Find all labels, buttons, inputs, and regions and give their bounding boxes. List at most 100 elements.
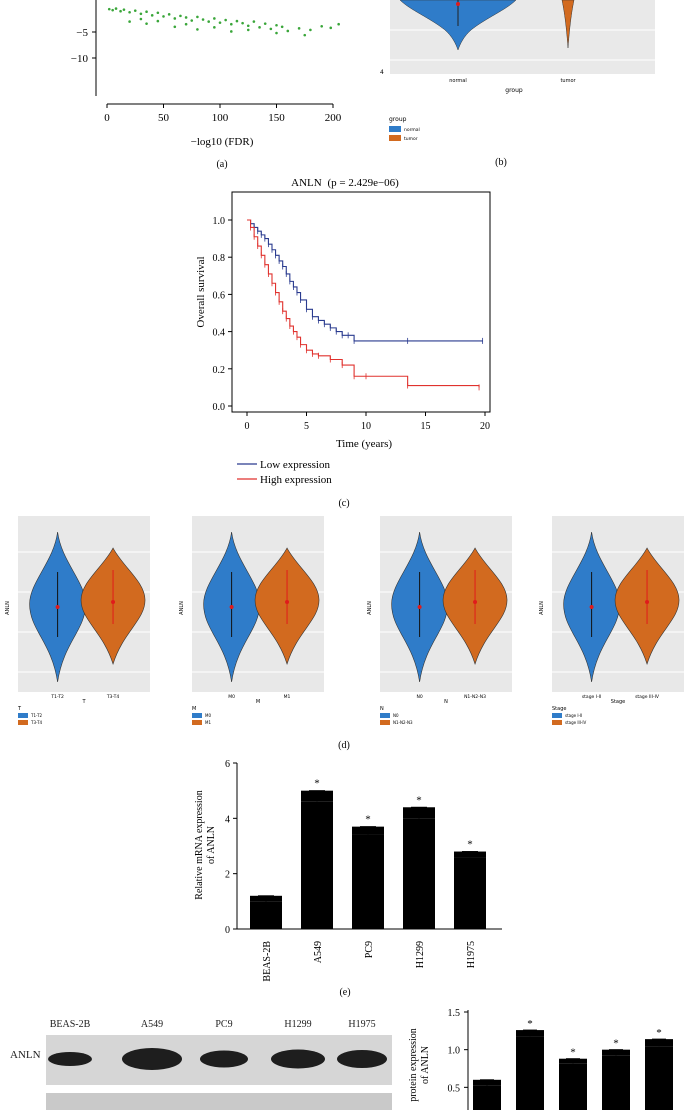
violin-d-legend-title: M xyxy=(192,706,196,712)
volcano-point xyxy=(230,22,233,26)
violin-d-right-mean xyxy=(473,600,478,604)
bar-f-ytick-label: 1.0 xyxy=(448,1046,461,1057)
volcano-point xyxy=(173,17,177,20)
volcano-point xyxy=(107,7,111,11)
legend-label-tumor: tumor xyxy=(404,136,418,142)
volcano-point xyxy=(269,27,273,31)
volcano-point xyxy=(201,18,205,21)
volcano-point xyxy=(133,9,137,12)
violin-d-left-mean xyxy=(589,605,594,609)
volcano-point xyxy=(218,21,222,24)
volcano-point xyxy=(145,10,148,14)
volcano-point xyxy=(196,15,199,19)
bar-chart-f: 0.5 1.0 1.5 * * * * protein expression of ANL… xyxy=(408,1008,673,1110)
violin-d-left-mean xyxy=(55,605,60,609)
western-lane-label: H1299 xyxy=(284,1019,312,1030)
bar-e-ytick-label: 0 xyxy=(225,925,230,936)
violin-d-legend-swatch xyxy=(192,713,202,718)
bar-e-bar xyxy=(454,857,486,929)
violin-d-xtick: M1 xyxy=(284,694,291,700)
volcano-point xyxy=(275,23,278,27)
violin-d-legend-swatch xyxy=(552,713,562,718)
violin-d-legend-title: T xyxy=(17,706,22,712)
bar-e-y-label-2: of ANLN xyxy=(206,826,217,864)
violin-d-right-mean xyxy=(645,600,650,604)
volcano-x-label: −log10 (FDR) xyxy=(191,136,254,148)
volcano-point xyxy=(196,28,199,31)
km-xtick-label: 5 xyxy=(304,421,309,432)
volcano-point xyxy=(320,24,324,28)
bar-e-ytick-label: 6 xyxy=(225,759,230,770)
km-ytick-label: 0.8 xyxy=(213,253,226,264)
violin-d-legend-swatch xyxy=(18,720,28,725)
western-band xyxy=(122,1048,182,1070)
volcano-point xyxy=(156,19,160,23)
western-lane-label: H1975 xyxy=(348,1019,376,1030)
volcano-point xyxy=(230,30,233,33)
volcano-point xyxy=(213,17,216,20)
violin-b-xtick-normal: normal xyxy=(449,78,467,84)
volcano-xtick-label: 150 xyxy=(268,112,285,124)
violin-d-legend-label: T3-T4 xyxy=(30,720,43,725)
violin-d-legend-swatch xyxy=(192,720,202,725)
bar-e-significance: * xyxy=(467,839,473,851)
violin-row-d: ANLN T1-T2 T3-T4 T T T1-T2 T3-T4 ANLN M0 M1 M M M0 M1… xyxy=(5,516,684,751)
violin-d-legend-swatch xyxy=(18,713,28,718)
panel-label-e: (e) xyxy=(339,987,350,998)
panel-label-d: (d) xyxy=(338,740,350,751)
violin-d-plot: ANLN M0 M1 M M M0 M1 xyxy=(179,516,324,725)
bar-f-error-fill xyxy=(516,1030,544,1037)
violin-b-ytick: 4 xyxy=(380,69,384,76)
km-ytick-label: 0.4 xyxy=(213,328,226,339)
volcano-ytick-label: −5 xyxy=(76,27,88,39)
volcano-point xyxy=(337,22,340,26)
violin-d-legend-title: Stage xyxy=(552,706,566,712)
violin-plot-b: 4 normal tumor group group normal tumor … xyxy=(380,0,655,168)
volcano-point xyxy=(139,12,143,16)
bar-e-error-fill xyxy=(454,851,486,858)
western-band xyxy=(271,1049,325,1069)
volcano-point xyxy=(190,19,194,22)
violin-d-xlabel: N xyxy=(444,699,448,705)
bar-e-significance: * xyxy=(365,814,371,826)
bar-e-y-label-1: Relative mRNA expression xyxy=(194,790,205,899)
volcano-point xyxy=(184,22,188,26)
violin-d-xtick: stage III-IV xyxy=(635,694,660,700)
violin-d-xtick: N1-N2-N3 xyxy=(464,694,486,700)
volcano-point xyxy=(128,10,131,14)
km-xtick-label: 0 xyxy=(245,421,250,432)
panel-label-b: (b) xyxy=(495,157,507,168)
violin-d-xlabel: Stage xyxy=(611,699,625,705)
panel-label-c: (c) xyxy=(338,498,349,509)
volcano-point xyxy=(213,26,216,29)
violin-d-legend-label: T1-T2 xyxy=(30,713,43,718)
western-band xyxy=(48,1052,92,1066)
bar-f-ytick-label: 1.5 xyxy=(448,1008,461,1019)
legend-swatch-normal xyxy=(389,126,401,132)
bar-f-ytick-label: 0.5 xyxy=(448,1083,461,1094)
bar-f-bar xyxy=(473,1085,501,1110)
violin-d-ylabel: ANLN xyxy=(5,601,11,615)
volcano-ytick-label: −10 xyxy=(71,53,89,65)
bar-e-error-fill xyxy=(250,895,282,902)
bar-e-error-fill xyxy=(301,790,333,802)
violin-d-xlabel: M xyxy=(256,699,260,705)
bar-chart-e: 0 2 4 6 * * * * BEAS-2B A549 PC9 H1299 H1975 Relat… xyxy=(194,759,502,998)
violin-d-xtick: M0 xyxy=(228,694,235,700)
violin-d-legend-label: M1 xyxy=(205,720,211,725)
volcano-point xyxy=(258,26,261,29)
bar-f-bar xyxy=(645,1046,673,1110)
volcano-point xyxy=(150,14,154,17)
bar-e-xtick-label: H1975 xyxy=(466,941,477,968)
volcano-point xyxy=(162,15,165,18)
bar-f-error-fill xyxy=(559,1058,587,1064)
bar-f-error-fill xyxy=(602,1049,630,1056)
km-plot-c: ANLN (p = 2.429e−06) 0.00.20.40.60.81.0 … xyxy=(195,177,491,509)
km-ytick-label: 1.0 xyxy=(213,216,226,227)
bar-e-significance: * xyxy=(314,778,320,790)
violin-b-xtick-tumor: tumor xyxy=(560,78,576,84)
volcano-point xyxy=(280,25,284,29)
volcano-point xyxy=(263,22,267,25)
western-membrane xyxy=(46,1035,392,1085)
